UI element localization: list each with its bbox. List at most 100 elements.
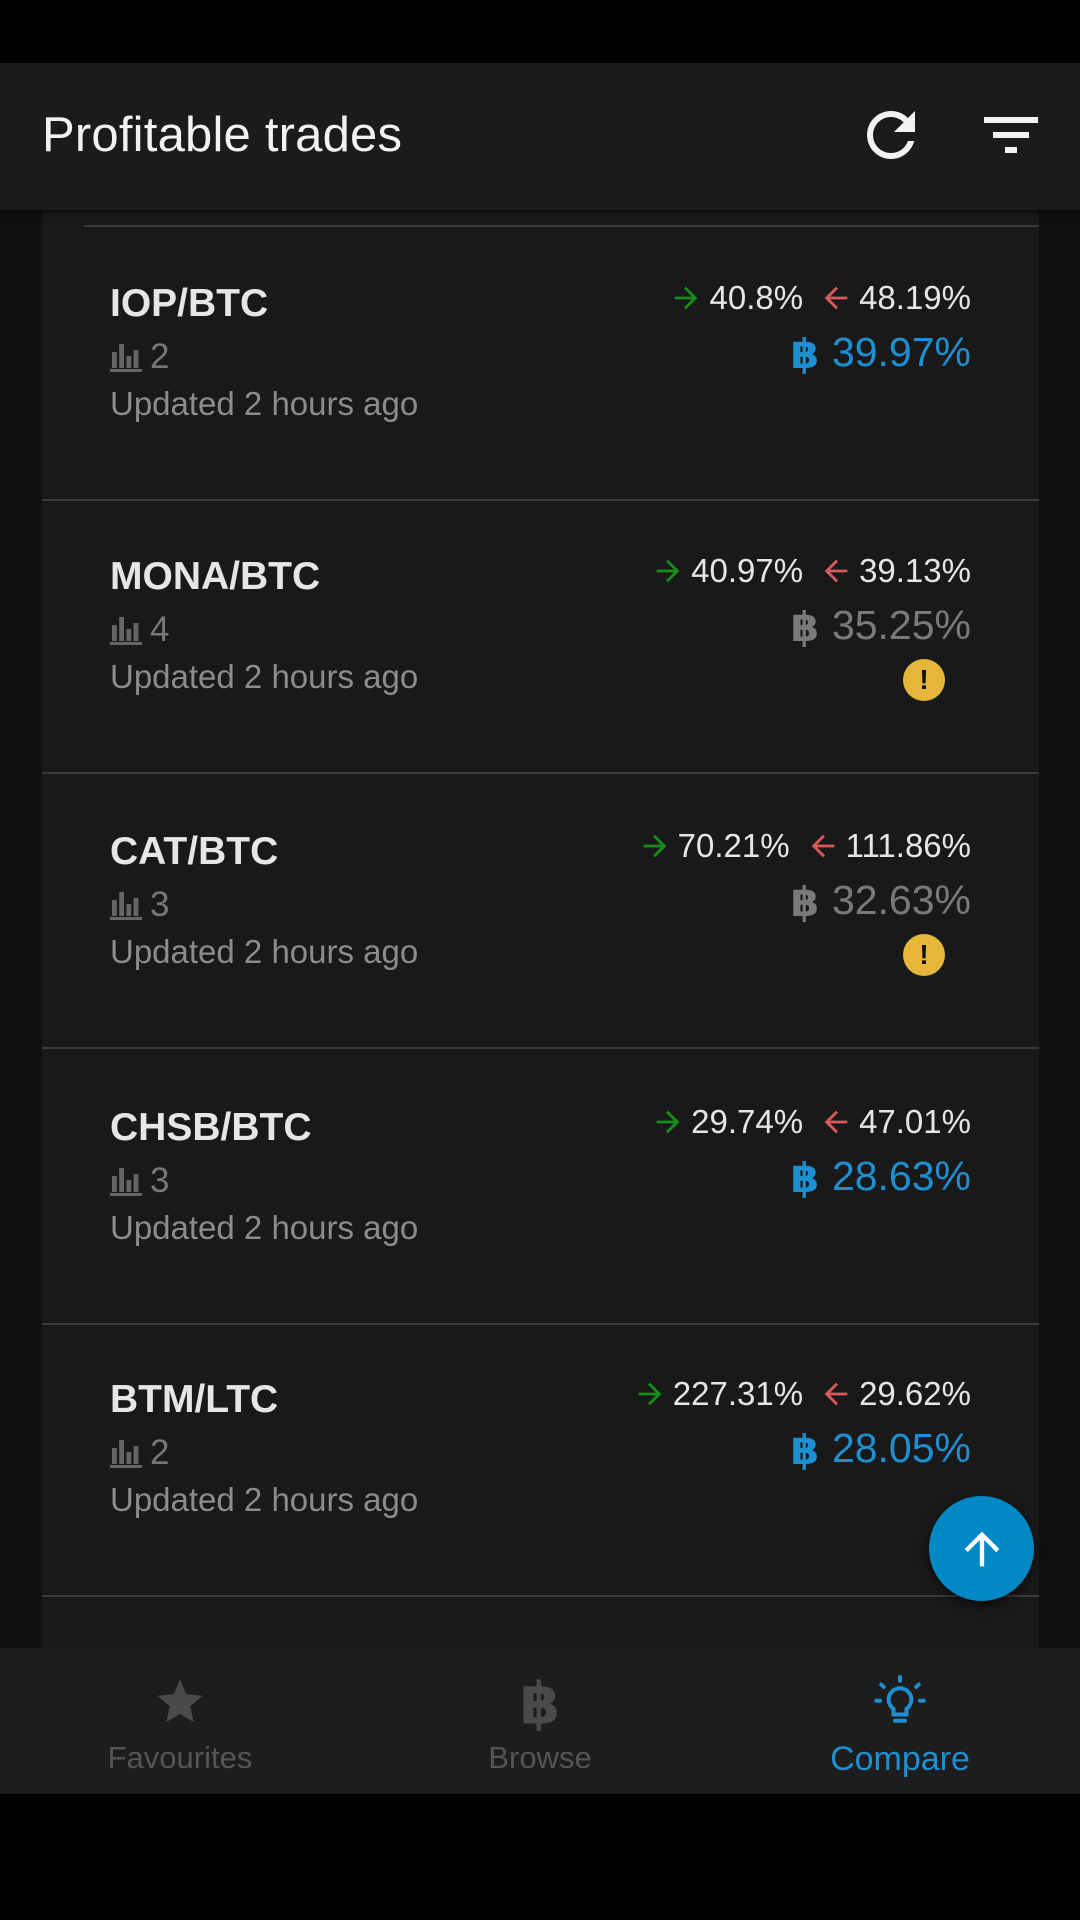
bottom-navigation: Favourites ฿ Browse Compare: [0, 1648, 1080, 1794]
filter-icon: [984, 117, 1038, 153]
trade-pair: BTM/LTC: [110, 1378, 279, 1421]
svg-text:฿: ฿: [791, 1427, 819, 1471]
updated-time: Updated 2 hours ago: [110, 658, 419, 695]
profit-percentage: 35.25%: [831, 602, 971, 648]
divider: [84, 225, 1039, 227]
svg-text:฿: ฿: [520, 1673, 560, 1731]
trade-list-item[interactable]: CAT/BTC 3 Updated 2 hours ago 70.21% 111…: [42, 775, 1039, 1049]
trade-list-item[interactable]: BTM/LTC 2 Updated 2 hours ago 227.31% 29…: [42, 1323, 1039, 1597]
arrow-right-icon: [656, 559, 680, 583]
tab-browse-label: Browse: [488, 1740, 592, 1775]
updated-time: Updated 2 hours ago: [110, 1209, 419, 1246]
sell-percentage: 48.19%: [859, 279, 971, 316]
profit: ฿ 35.25%: [790, 602, 971, 649]
profit: ฿ 28.63%: [790, 1153, 971, 1200]
star-icon: [157, 1679, 203, 1723]
arrow-left-icon: [824, 286, 848, 310]
sell-percentage: 39.13%: [859, 552, 971, 589]
exchange-count-value: 3: [150, 1161, 170, 1200]
profit-percentage: 39.97%: [831, 329, 971, 375]
buy-percentage: 40.97%: [691, 552, 804, 589]
profit-percentage: 28.05%: [831, 1425, 971, 1471]
exchange-count: 3: [110, 885, 169, 925]
buy-percentage: 227.31%: [672, 1375, 804, 1412]
updated-time: Updated 2 hours ago: [110, 1481, 419, 1518]
exchange-count: 2: [110, 337, 169, 377]
profit: ฿ 39.97%: [790, 329, 971, 376]
exchange-count: 4: [110, 610, 169, 650]
lightbulb-icon: [874, 1675, 926, 1723]
exchange-count-value: 2: [150, 1433, 170, 1472]
bar-chart-icon: [110, 344, 142, 372]
buy-sell-percentages: 227.31% 29.62%: [633, 1375, 971, 1413]
arrow-up-icon: [964, 1531, 999, 1566]
arrow-left-icon: [824, 1110, 848, 1134]
sell-percentage: 111.86%: [845, 827, 971, 864]
exchange-count: 2: [110, 1433, 169, 1473]
system-nav-bar: [0, 1794, 1080, 1920]
tab-favourites[interactable]: Favourites: [0, 1648, 360, 1794]
refresh-icon: [867, 111, 915, 159]
arrow-right-icon: [675, 286, 698, 310]
sell-percentage: 47.01%: [859, 1103, 971, 1140]
tab-favourites-label: Favourites: [107, 1740, 253, 1775]
trade-pair: MONA/BTC: [110, 555, 321, 598]
trade-list-item[interactable]: IOP/BTC 2 Updated 2 hours ago 40.8% 48.1…: [42, 227, 1039, 501]
bitcoin-icon: ฿: [791, 604, 819, 648]
buy-percentage: 40.8%: [709, 279, 804, 316]
arrow-left-icon: [824, 1382, 848, 1406]
bitcoin-icon: ฿: [791, 1427, 819, 1471]
profit: ฿ 28.05%: [790, 1425, 971, 1472]
svg-text:฿: ฿: [791, 331, 819, 375]
exchange-count-value: 2: [150, 337, 170, 376]
svg-text:฿: ฿: [791, 879, 819, 923]
arrow-right-icon: [638, 1382, 662, 1406]
exchange-count-value: 4: [150, 610, 170, 649]
buy-sell-percentages: 40.97% 39.13%: [651, 552, 971, 590]
status-bar: [0, 0, 1080, 63]
exchange-count-value: 3: [150, 885, 170, 924]
tab-browse[interactable]: ฿ Browse: [360, 1648, 720, 1794]
svg-text:฿: ฿: [791, 604, 819, 648]
profit-percentage: 28.63%: [831, 1153, 971, 1199]
trade-list-item[interactable]: CHSB/BTC 3 Updated 2 hours ago 29.74% 47…: [42, 1051, 1039, 1325]
arrow-left-icon: [824, 559, 848, 583]
list-panel: [42, 210, 1039, 1648]
bar-chart-icon: [110, 617, 142, 645]
refresh-button[interactable]: [855, 99, 927, 171]
sell-percentage: 29.62%: [859, 1375, 971, 1412]
buy-sell-percentages: 70.21% 111.86%: [638, 827, 971, 865]
updated-time: Updated 2 hours ago: [110, 385, 419, 422]
exchange-count: 3: [110, 1161, 169, 1201]
buy-percentage: 29.74%: [691, 1103, 804, 1140]
scroll-top-button[interactable]: [929, 1496, 1034, 1601]
updated-time: Updated 2 hours ago: [110, 933, 419, 970]
arrow-left-icon: [811, 834, 834, 858]
warning-icon[interactable]: !: [903, 934, 945, 976]
buy-sell-percentages: 29.74% 47.01%: [651, 1103, 971, 1141]
bitcoin-icon: ฿: [791, 879, 819, 923]
bar-chart-icon: [110, 892, 142, 920]
bitcoin-icon: ฿: [791, 1155, 819, 1199]
arrow-right-icon: [656, 1110, 680, 1134]
trade-pair: CAT/BTC: [110, 830, 279, 873]
tab-compare[interactable]: Compare: [720, 1648, 1080, 1794]
bitcoin-icon: ฿: [791, 331, 819, 375]
profit-percentage: 32.63%: [831, 877, 971, 923]
bitcoin-icon: ฿: [520, 1673, 560, 1731]
bar-chart-icon: [110, 1440, 142, 1468]
warning-icon[interactable]: !: [903, 659, 945, 701]
trade-pair: IOP/BTC: [110, 282, 269, 325]
page-title: Profitable trades: [42, 108, 403, 162]
trade-list-item[interactable]: MONA/BTC 4 Updated 2 hours ago 40.97% 39…: [42, 500, 1039, 774]
arrow-right-icon: [643, 834, 667, 858]
tab-compare-label: Compare: [830, 1740, 970, 1778]
bar-chart-icon: [110, 1168, 142, 1196]
trade-pair: CHSB/BTC: [110, 1106, 312, 1149]
svg-text:฿: ฿: [791, 1155, 819, 1199]
filter-button[interactable]: [975, 99, 1047, 171]
trades-list[interactable]: IOP/BTC 2 Updated 2 hours ago 40.8% 48.1…: [0, 210, 1080, 1648]
profit: ฿ 32.63%: [790, 877, 971, 924]
buy-sell-percentages: 40.8% 48.19%: [669, 279, 971, 317]
app-bar: Profitable trades: [0, 63, 1080, 210]
